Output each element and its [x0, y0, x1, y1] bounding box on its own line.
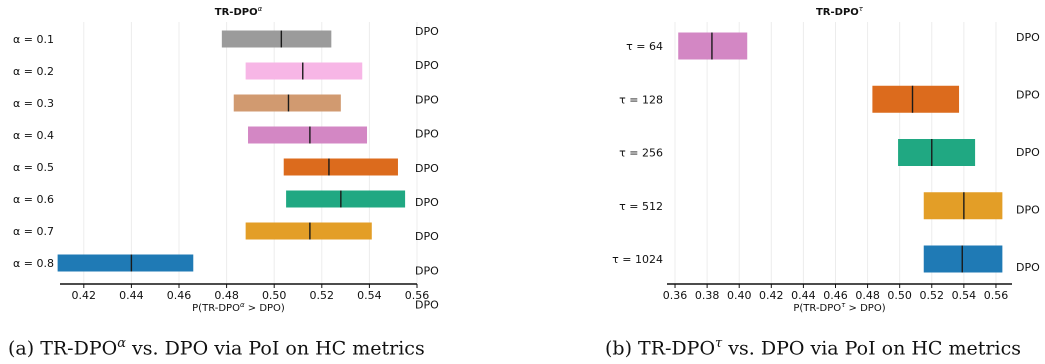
chart-b-row-label: τ = 256 — [619, 147, 663, 160]
chart-a-right-label: DPO — [415, 25, 439, 38]
chart-b-right-label: DPO — [1016, 204, 1040, 217]
chart-a-row-label: α = 0.2 — [13, 65, 54, 78]
chart-a-row-label: α = 0.6 — [13, 193, 54, 206]
chart-b-interval-bar — [923, 192, 1003, 220]
chart-b-x-tick-label: 0.54 — [952, 289, 977, 302]
chart-a-right-label: DPO — [415, 59, 439, 72]
chart-a-x-tick-label: 0.50 — [262, 289, 287, 302]
chart-b-row-label: τ = 64 — [626, 40, 663, 53]
chart-a-x-tick-label: 0.44 — [119, 289, 144, 302]
chart-a-x-tick-label: 0.56 — [405, 289, 430, 302]
chart-b-row-label: τ = 128 — [619, 93, 663, 106]
chart-b-title: TR-DPOτ — [816, 5, 864, 18]
chart-a-right-label: DPO — [415, 264, 439, 277]
chart-a-row-label: α = 0.8 — [13, 257, 54, 270]
chart-a-interval-bar — [283, 158, 398, 176]
chart-b-interval-bar — [898, 139, 976, 166]
chart-a-x-axis-label: P(TR-DPOα > DPO) — [192, 301, 285, 314]
chart-b-row-label: τ = 1024 — [612, 253, 663, 266]
chart-a-x-tick-label: 0.46 — [167, 289, 192, 302]
chart-a-x-tick-label: 0.42 — [72, 289, 97, 302]
chart-a-title: TR-DPOα — [215, 5, 263, 18]
chart-b-right-label: DPO — [1016, 146, 1040, 159]
chart-a-row-label: α = 0.5 — [13, 161, 54, 174]
chart-a-right-label: DPO — [415, 299, 439, 312]
chart-a-interval-bar — [221, 30, 332, 48]
chart-a-row-label: α = 0.1 — [13, 33, 54, 46]
chart-b-x-tick-label: 0.52 — [920, 289, 945, 302]
chart-a-x-tick-label: 0.54 — [357, 289, 382, 302]
chart-b-x-tick-label: 0.50 — [887, 289, 912, 302]
chart-a-right-label: DPO — [415, 93, 439, 106]
chart-a-row-label: α = 0.7 — [13, 225, 54, 238]
chart-b-right-label: DPO — [1016, 89, 1040, 102]
chart-b-x-tick-label: 0.40 — [727, 289, 752, 302]
chart-b-x-tick-label: 0.42 — [759, 289, 784, 302]
chart-b-interval-bar — [923, 245, 1003, 273]
chart-b-x-tick-label: 0.48 — [855, 289, 880, 302]
chart-a-row-label: α = 0.4 — [13, 129, 54, 142]
caption-a: (a) TR-DPOα vs. DPO via PoI on HC metric… — [8, 336, 425, 360]
chart-a-right-label: DPO — [415, 230, 439, 243]
chart-a-interval-bar — [286, 190, 406, 208]
chart-b-x-tick-label: 0.46 — [823, 289, 848, 302]
chart-a-interval-bar — [248, 126, 368, 144]
chart-a-interval-bar — [245, 222, 372, 240]
caption-b: (b) TR-DPOτ vs. DPO via PoI on HC metric… — [605, 336, 1021, 360]
chart-a-x-tick-label: 0.52 — [310, 289, 335, 302]
chart-a-x-tick-label: 0.48 — [214, 289, 239, 302]
chart-b-interval-bar — [872, 85, 960, 113]
chart-a-right-label: DPO — [415, 162, 439, 175]
chart-b-right-label: DPO — [1016, 31, 1040, 44]
chart-b-interval-bar — [678, 32, 748, 60]
chart-b-row-label: τ = 512 — [619, 200, 663, 213]
chart-b-x-tick-label: 0.56 — [984, 289, 1009, 302]
chart-b-x-tick-label: 0.36 — [663, 289, 688, 302]
chart-a-interval-bar — [245, 62, 363, 80]
chart-b-x-axis-label: P(TR-DPOτ > DPO) — [793, 301, 885, 314]
chart-a-right-label: DPO — [415, 128, 439, 141]
chart-a-interval-bar — [57, 254, 194, 272]
chart-a-row-label: α = 0.3 — [13, 97, 54, 110]
chart-b-right-label: DPO — [1016, 261, 1040, 274]
chart-b-x-tick-label: 0.44 — [791, 289, 816, 302]
chart-a-right-label: DPO — [415, 196, 439, 209]
chart-a-interval-bar — [233, 94, 341, 112]
chart-b-x-tick-label: 0.38 — [695, 289, 720, 302]
